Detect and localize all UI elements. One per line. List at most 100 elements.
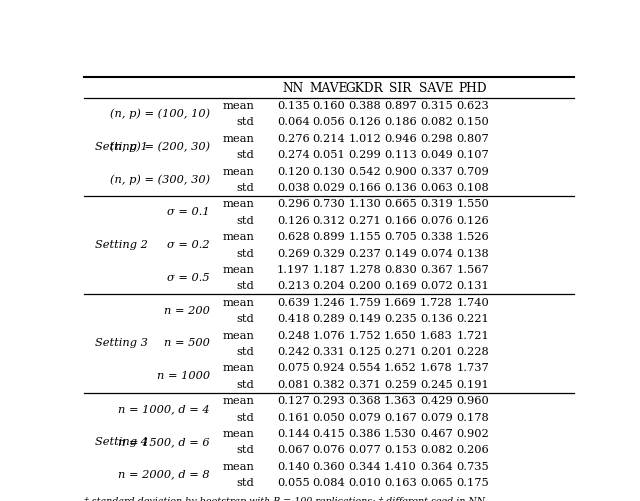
- Text: 0.344: 0.344: [348, 462, 381, 472]
- Text: 0.897: 0.897: [384, 101, 417, 111]
- Text: 0.065: 0.065: [420, 478, 452, 488]
- Text: mean: mean: [223, 298, 255, 308]
- Text: 0.542: 0.542: [348, 167, 381, 177]
- Text: 0.830: 0.830: [384, 265, 417, 275]
- Text: 1.678: 1.678: [420, 363, 452, 373]
- Text: 0.237: 0.237: [348, 248, 381, 259]
- Text: mean: mean: [223, 462, 255, 472]
- Text: 0.064: 0.064: [277, 117, 310, 127]
- Text: 0.429: 0.429: [420, 396, 452, 406]
- Text: mean: mean: [223, 265, 255, 275]
- Text: 0.245: 0.245: [420, 380, 452, 390]
- Text: 1.669: 1.669: [384, 298, 417, 308]
- Text: 1.410: 1.410: [384, 462, 417, 472]
- Text: 0.169: 0.169: [384, 282, 417, 292]
- Text: 0.050: 0.050: [312, 413, 346, 422]
- Text: 0.072: 0.072: [420, 282, 452, 292]
- Text: 0.221: 0.221: [456, 314, 489, 324]
- Text: 0.077: 0.077: [348, 445, 381, 455]
- Text: 0.153: 0.153: [384, 445, 417, 455]
- Text: n = 200: n = 200: [164, 306, 210, 316]
- Text: Setting 1: Setting 1: [95, 142, 148, 152]
- Text: 0.235: 0.235: [384, 314, 417, 324]
- Text: 0.200: 0.200: [348, 282, 381, 292]
- Text: (n, p) = (200, 30): (n, p) = (200, 30): [110, 141, 210, 152]
- Text: σ = 0.2: σ = 0.2: [167, 240, 210, 250]
- Text: std: std: [237, 248, 255, 259]
- Text: 0.130: 0.130: [312, 167, 346, 177]
- Text: 0.108: 0.108: [456, 183, 489, 193]
- Text: 0.163: 0.163: [384, 478, 417, 488]
- Text: 0.149: 0.149: [384, 248, 417, 259]
- Text: 0.063: 0.063: [420, 183, 452, 193]
- Text: 0.418: 0.418: [277, 314, 310, 324]
- Text: 0.628: 0.628: [277, 232, 310, 242]
- Text: 1.567: 1.567: [456, 265, 489, 275]
- Text: 0.150: 0.150: [456, 117, 489, 127]
- Text: 0.081: 0.081: [277, 380, 310, 390]
- Text: 0.946: 0.946: [384, 134, 417, 144]
- Text: 0.248: 0.248: [277, 331, 310, 341]
- Text: 0.214: 0.214: [312, 134, 346, 144]
- Text: 0.138: 0.138: [456, 248, 489, 259]
- Text: 1.197: 1.197: [277, 265, 310, 275]
- Text: 0.299: 0.299: [348, 150, 381, 160]
- Text: Setting 4: Setting 4: [95, 437, 148, 447]
- Text: 0.029: 0.029: [312, 183, 346, 193]
- Text: σ = 0.1: σ = 0.1: [167, 207, 210, 217]
- Text: 0.074: 0.074: [420, 248, 452, 259]
- Text: 0.371: 0.371: [348, 380, 381, 390]
- Text: 1.530: 1.530: [384, 429, 417, 439]
- Text: mean: mean: [223, 101, 255, 111]
- Text: 0.388: 0.388: [348, 101, 381, 111]
- Text: mean: mean: [223, 134, 255, 144]
- Text: std: std: [237, 347, 255, 357]
- Text: 0.136: 0.136: [420, 314, 452, 324]
- Text: 0.338: 0.338: [420, 232, 452, 242]
- Text: 0.271: 0.271: [348, 216, 381, 226]
- Text: 0.242: 0.242: [277, 347, 310, 357]
- Text: 0.126: 0.126: [456, 216, 489, 226]
- Text: 0.337: 0.337: [420, 167, 452, 177]
- Text: 0.166: 0.166: [348, 183, 381, 193]
- Text: 1.650: 1.650: [384, 331, 417, 341]
- Text: 0.075: 0.075: [277, 363, 310, 373]
- Text: 0.206: 0.206: [456, 445, 489, 455]
- Text: 0.136: 0.136: [384, 183, 417, 193]
- Text: std: std: [237, 413, 255, 422]
- Text: std: std: [237, 478, 255, 488]
- Text: 0.899: 0.899: [312, 232, 346, 242]
- Text: n = 1000: n = 1000: [157, 371, 210, 381]
- Text: 0.807: 0.807: [456, 134, 489, 144]
- Text: (n, p) = (300, 30): (n, p) = (300, 30): [110, 174, 210, 185]
- Text: 0.127: 0.127: [277, 396, 310, 406]
- Text: 0.051: 0.051: [312, 150, 346, 160]
- Text: 0.010: 0.010: [348, 478, 381, 488]
- Text: 1.740: 1.740: [456, 298, 489, 308]
- Text: GKDR: GKDR: [346, 82, 383, 95]
- Text: 0.623: 0.623: [456, 101, 489, 111]
- Text: std: std: [237, 314, 255, 324]
- Text: 1.550: 1.550: [456, 199, 489, 209]
- Text: mean: mean: [223, 199, 255, 209]
- Text: 0.120: 0.120: [277, 167, 310, 177]
- Text: 1.526: 1.526: [456, 232, 489, 242]
- Text: Setting 3: Setting 3: [95, 339, 148, 349]
- Text: n = 1500, d = 6: n = 1500, d = 6: [118, 437, 210, 447]
- Text: 0.191: 0.191: [456, 380, 489, 390]
- Text: 0.665: 0.665: [384, 199, 417, 209]
- Text: 0.315: 0.315: [420, 101, 452, 111]
- Text: 1.752: 1.752: [348, 331, 381, 341]
- Text: 0.082: 0.082: [420, 445, 452, 455]
- Text: 1.683: 1.683: [420, 331, 452, 341]
- Text: 0.259: 0.259: [384, 380, 417, 390]
- Text: 0.331: 0.331: [312, 347, 346, 357]
- Text: 0.140: 0.140: [277, 462, 310, 472]
- Text: 0.554: 0.554: [348, 363, 381, 373]
- Text: 0.160: 0.160: [312, 101, 346, 111]
- Text: 0.135: 0.135: [277, 101, 310, 111]
- Text: 0.167: 0.167: [384, 413, 417, 422]
- Text: 0.131: 0.131: [456, 282, 489, 292]
- Text: 0.293: 0.293: [312, 396, 346, 406]
- Text: 1.246: 1.246: [312, 298, 346, 308]
